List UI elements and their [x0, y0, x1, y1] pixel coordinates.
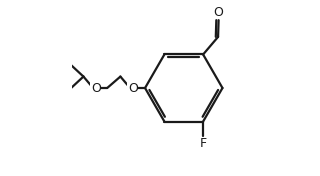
Text: O: O: [128, 81, 138, 95]
Text: F: F: [200, 137, 207, 150]
Text: O: O: [91, 81, 101, 95]
Text: O: O: [214, 6, 224, 19]
